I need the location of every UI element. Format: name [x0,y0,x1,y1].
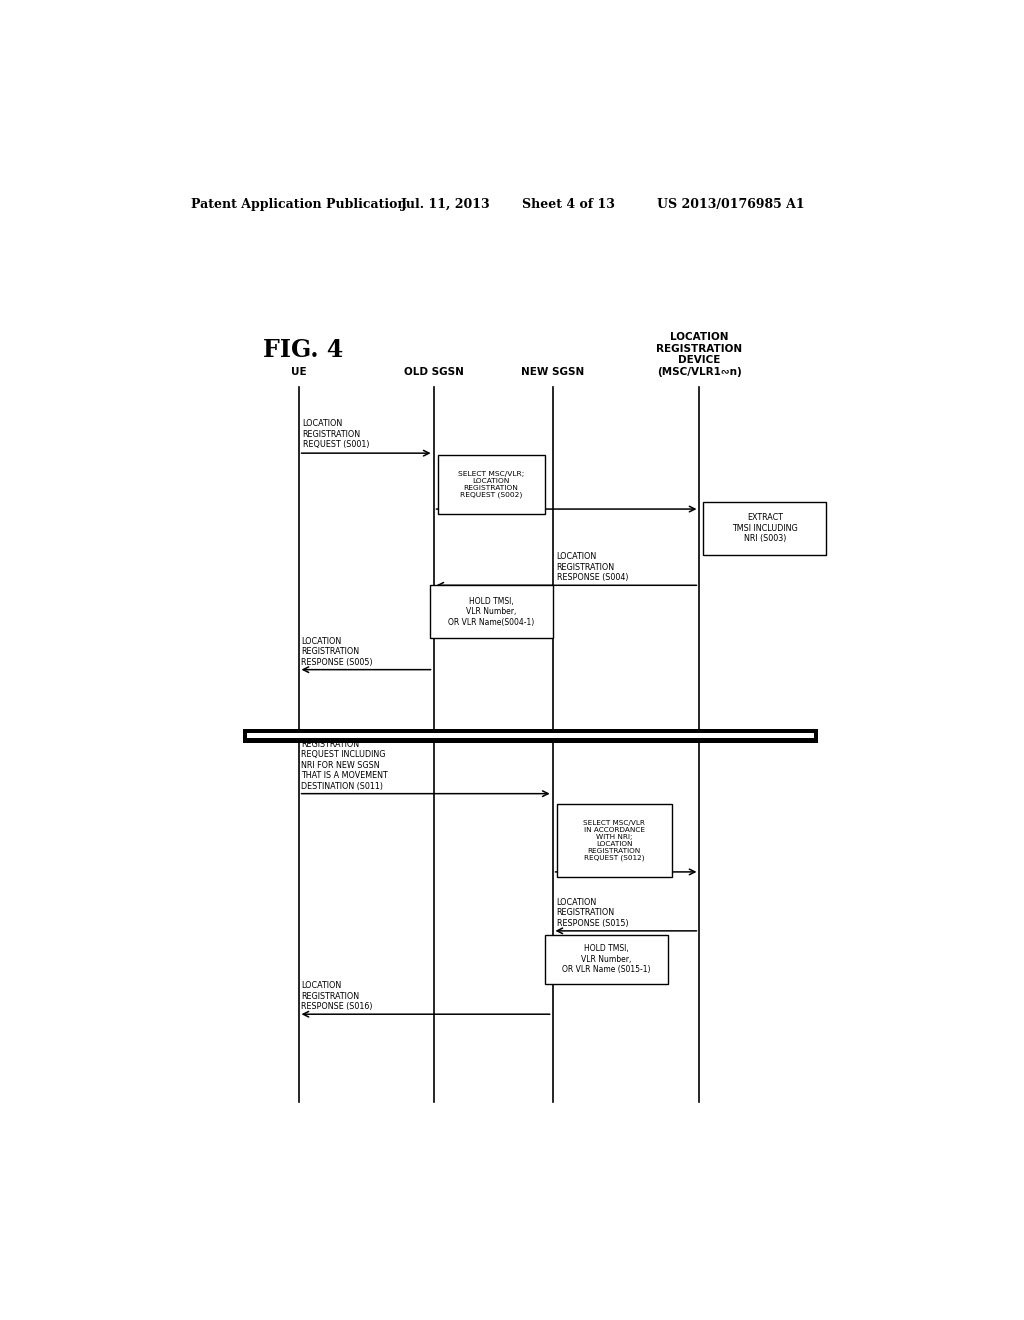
Text: Jul. 11, 2013: Jul. 11, 2013 [400,198,490,211]
Bar [437,455,545,515]
Bar [247,733,814,738]
Text: SELECT MSC/VLR;
LOCATION
REGISTRATION
REQUEST (S002): SELECT MSC/VLR; LOCATION REGISTRATION RE… [458,471,524,499]
Text: LOCATION
REGISTRATION
RESPONSE (S004): LOCATION REGISTRATION RESPONSE (S004) [557,553,628,582]
Text: HOLD TMSI,
VLR Number,
OR VLR Name (S015-1): HOLD TMSI, VLR Number, OR VLR Name (S015… [562,944,650,974]
Text: UE: UE [291,367,306,378]
Text: OLD SGSN: OLD SGSN [403,367,464,378]
Bar [430,585,553,638]
Text: LOCATION
REGISTRATION
DEVICE
(MSC/VLR1∾n): LOCATION REGISTRATION DEVICE (MSC/VLR1∾n… [656,333,742,378]
Text: LOCATION
REGISTRATION
REQUEST (S001): LOCATION REGISTRATION REQUEST (S001) [303,420,369,449]
Text: EXTRACT
TMSI INCLUDING
NRI (S003): EXTRACT TMSI INCLUDING NRI (S003) [732,513,798,544]
Text: HOLD TMSI,
VLR Number,
OR VLR Name(S004-1): HOLD TMSI, VLR Number, OR VLR Name(S004-… [447,597,535,627]
Bar [557,804,672,876]
Text: Sheet 4 of 13: Sheet 4 of 13 [522,198,614,211]
Bar [243,729,818,743]
Text: LOCATION
REGISTRATION
RESPONSE (S016): LOCATION REGISTRATION RESPONSE (S016) [301,981,373,1011]
Text: LOCATION
REGISTRATION
REQUEST INCLUDING
NRI FOR NEW SGSN
THAT IS A MOVEMENT
DEST: LOCATION REGISTRATION REQUEST INCLUDING … [301,730,388,791]
Text: SELECT MSC/VLR
IN ACCORDANCE
WITH NRI;
LOCATION
REGISTRATION
REQUEST (S012): SELECT MSC/VLR IN ACCORDANCE WITH NRI; L… [583,820,645,861]
Text: US 2013/0176985 A1: US 2013/0176985 A1 [657,198,805,211]
Text: NEW SGSN: NEW SGSN [521,367,585,378]
Text: LOCATION
REGISTRATION
RESPONSE (S005): LOCATION REGISTRATION RESPONSE (S005) [301,636,373,667]
Bar [703,502,826,554]
Text: Patent Application Publication: Patent Application Publication [191,198,407,211]
Bar [545,935,668,983]
Text: FIG. 4: FIG. 4 [263,338,343,362]
Text: LOCATION
REGISTRATION
RESPONSE (S015): LOCATION REGISTRATION RESPONSE (S015) [557,898,628,928]
